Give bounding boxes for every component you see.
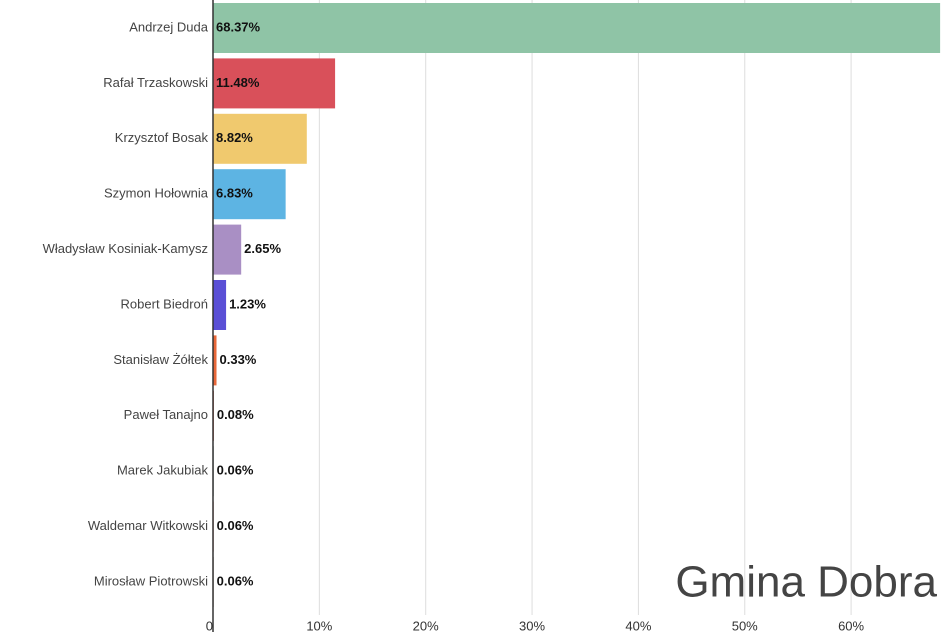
y-tick-label: Marek Jakubiak bbox=[117, 463, 209, 478]
x-tick-label: 40% bbox=[625, 618, 651, 632]
y-tick-label: Krzysztof Bosak bbox=[115, 130, 209, 145]
value-label: 0.06% bbox=[217, 518, 254, 533]
x-tick-label: 10% bbox=[306, 618, 332, 632]
y-tick-label: Robert Biedroń bbox=[121, 296, 208, 311]
value-label: 68.37% bbox=[216, 19, 261, 34]
value-label: 0.33% bbox=[220, 352, 257, 367]
y-tick-label: Andrzej Duda bbox=[129, 19, 209, 34]
value-label: 0.08% bbox=[217, 407, 254, 422]
x-tick-label: 30% bbox=[519, 618, 545, 632]
y-tick-label: Mirosław Piotrowski bbox=[94, 573, 208, 588]
value-label: 0.06% bbox=[217, 573, 254, 588]
annotation: Gmina Dobra bbox=[675, 558, 937, 607]
y-tick-label: Szymon Hołownia bbox=[104, 186, 209, 201]
x-tick-label: 20% bbox=[413, 618, 439, 632]
y-tick-label: Władysław Kosiniak-Kamysz bbox=[43, 241, 208, 256]
bar bbox=[213, 335, 217, 386]
value-label: 2.65% bbox=[244, 241, 281, 256]
bar bbox=[213, 3, 941, 53]
x-tick-label: 0 bbox=[206, 618, 213, 632]
y-tick-label: Waldemar Witkowski bbox=[88, 518, 208, 533]
y-tick-label: Paweł Tanajno bbox=[124, 407, 208, 422]
x-tick-label: 60% bbox=[838, 618, 864, 632]
value-label: 11.48% bbox=[216, 75, 260, 90]
bar bbox=[213, 113, 307, 164]
x-tick-label: 50% bbox=[732, 618, 758, 632]
y-tick-label: Stanisław Żółtek bbox=[113, 352, 208, 367]
value-label: 0.06% bbox=[217, 463, 254, 478]
bar bbox=[213, 224, 242, 275]
bar bbox=[213, 58, 336, 109]
bar bbox=[213, 280, 227, 330]
y-tick-label: Rafał Trzaskowski bbox=[103, 75, 208, 90]
value-label: 8.82% bbox=[216, 130, 253, 145]
value-label: 1.23% bbox=[229, 296, 266, 311]
value-label: 6.83% bbox=[216, 186, 253, 201]
bar bbox=[213, 169, 286, 220]
